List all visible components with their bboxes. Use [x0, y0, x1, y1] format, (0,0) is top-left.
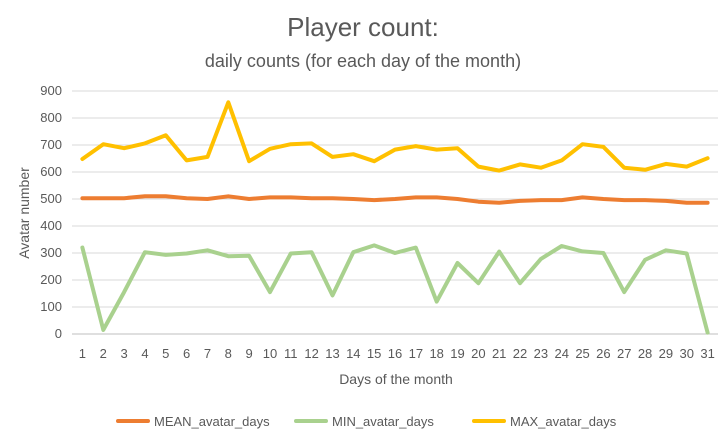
x-tick-label: 19: [450, 346, 464, 361]
y-axis-label: Avatar number: [16, 167, 32, 259]
x-tick-label: 28: [638, 346, 652, 361]
legend-label: MAX_avatar_days: [510, 414, 617, 429]
x-tick-label: 21: [492, 346, 506, 361]
y-tick-label: 700: [40, 137, 62, 152]
series-line: [80, 194, 710, 205]
y-tick-label: 600: [40, 164, 62, 179]
x-tick-label: 23: [534, 346, 548, 361]
legend-item: MAX_avatar_days: [472, 414, 617, 429]
x-tick-label: 25: [575, 346, 589, 361]
chart-title: Player count:: [287, 12, 439, 42]
x-tick-label: 5: [162, 346, 169, 361]
y-tick-label: 400: [40, 218, 62, 233]
x-tick-label: 8: [225, 346, 232, 361]
x-axis-ticks: 1 2 3 4 5 6 7 8 9 10 11 12 13 14 15 16 17 18 19 20 21 22 23 24 2…: [79, 346, 715, 361]
legend-label: MIN_avatar_days: [332, 414, 434, 429]
series-line: [80, 243, 710, 335]
x-tick-label: 11: [284, 346, 298, 361]
gridlines: [72, 90, 718, 335]
series-MEAN_avatar_days: [80, 194, 710, 205]
y-tick-label: 300: [40, 245, 62, 260]
x-tick-label: 29: [659, 346, 673, 361]
y-tick-label: 0: [55, 326, 62, 341]
legend: MEAN_avatar_days MIN_avatar_days MAX_avata…: [116, 414, 617, 429]
x-tick-label: 14: [346, 346, 360, 361]
x-tick-label: 16: [388, 346, 402, 361]
legend-item: MIN_avatar_days: [294, 414, 434, 429]
legend-item: MEAN_avatar_days: [116, 414, 270, 429]
x-tick-label: 4: [141, 346, 148, 361]
x-tick-label: 15: [367, 346, 381, 361]
x-tick-label: 31: [700, 346, 714, 361]
x-tick-label: 18: [429, 346, 443, 361]
x-tick-label: 24: [554, 346, 568, 361]
series-MAX_avatar_days: [80, 100, 710, 173]
x-tick-label: 30: [680, 346, 694, 361]
x-tick-label: 27: [617, 346, 631, 361]
legend-label: MEAN_avatar_days: [154, 414, 270, 429]
x-tick-label: 3: [120, 346, 127, 361]
x-tick-label: 20: [471, 346, 485, 361]
y-axis-ticks: 0 100 200 300 400 500 600 700 800 900: [40, 83, 62, 341]
x-tick-label: 12: [304, 346, 318, 361]
x-tick-label: 9: [246, 346, 253, 361]
x-tick-label: 13: [325, 346, 339, 361]
x-tick-label: 6: [183, 346, 190, 361]
x-tick-label: 22: [513, 346, 527, 361]
y-tick-label: 200: [40, 272, 62, 287]
y-tick-label: 500: [40, 191, 62, 206]
x-tick-label: 10: [263, 346, 277, 361]
y-tick-label: 100: [40, 299, 62, 314]
chart-subtitle: daily counts (for each day of the month): [205, 51, 521, 71]
y-tick-label: 900: [40, 83, 62, 98]
series-lines: [80, 100, 710, 335]
x-axis-label: Days of the month: [339, 371, 453, 387]
x-tick-label: 2: [100, 346, 107, 361]
series-MIN_avatar_days: [80, 243, 710, 335]
x-tick-label: 17: [409, 346, 423, 361]
x-tick-label: 1: [79, 346, 86, 361]
x-tick-label: 26: [596, 346, 610, 361]
y-tick-label: 800: [40, 110, 62, 125]
x-tick-label: 7: [204, 346, 211, 361]
series-line: [80, 100, 710, 173]
